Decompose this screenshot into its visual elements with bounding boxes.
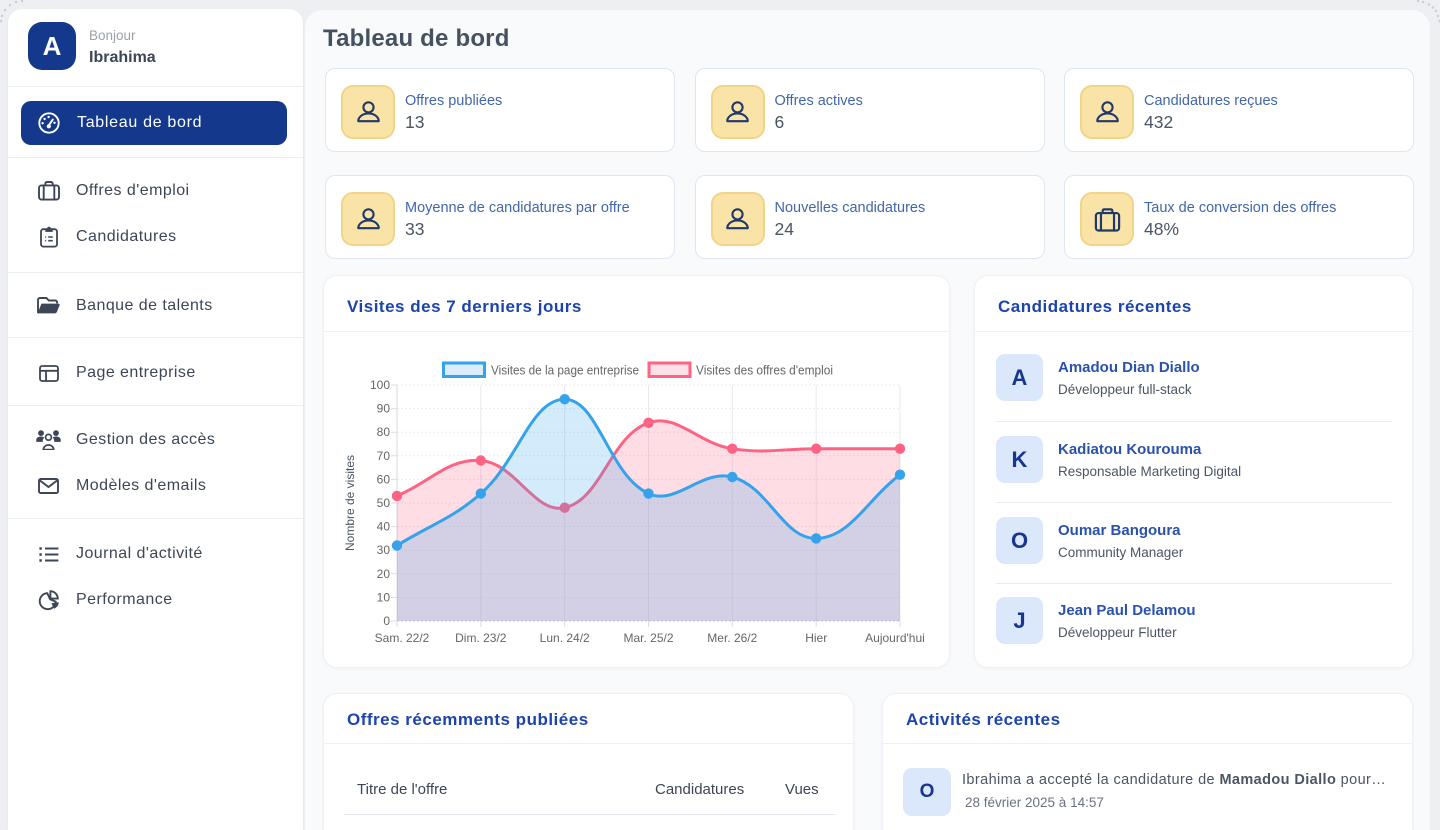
svg-text:70: 70: [377, 449, 391, 463]
svg-text:0: 0: [383, 614, 390, 628]
svg-text:10: 10: [377, 590, 391, 604]
svg-text:90: 90: [377, 402, 391, 416]
svg-text:60: 60: [377, 472, 391, 486]
svg-text:Sam. 22/2: Sam. 22/2: [375, 631, 430, 645]
svg-text:20: 20: [377, 567, 391, 581]
svg-text:Mer. 26/2: Mer. 26/2: [707, 631, 757, 645]
svg-text:Hier: Hier: [805, 631, 827, 645]
svg-text:Lun. 24/2: Lun. 24/2: [540, 631, 590, 645]
svg-text:Dim. 23/2: Dim. 23/2: [455, 631, 507, 645]
svg-text:30: 30: [377, 543, 391, 557]
svg-text:Visites des offres d'emploi: Visites des offres d'emploi: [696, 364, 833, 378]
svg-text:40: 40: [377, 520, 391, 534]
svg-text:Visites de la page entreprise: Visites de la page entreprise: [491, 364, 639, 378]
svg-text:80: 80: [377, 425, 391, 439]
svg-text:Mar. 25/2: Mar. 25/2: [623, 631, 673, 645]
svg-text:Aujourd'hui: Aujourd'hui: [865, 631, 925, 645]
svg-text:100: 100: [370, 378, 390, 392]
svg-text:50: 50: [377, 496, 391, 510]
svg-text:Nombre de visites: Nombre de visites: [343, 455, 357, 551]
